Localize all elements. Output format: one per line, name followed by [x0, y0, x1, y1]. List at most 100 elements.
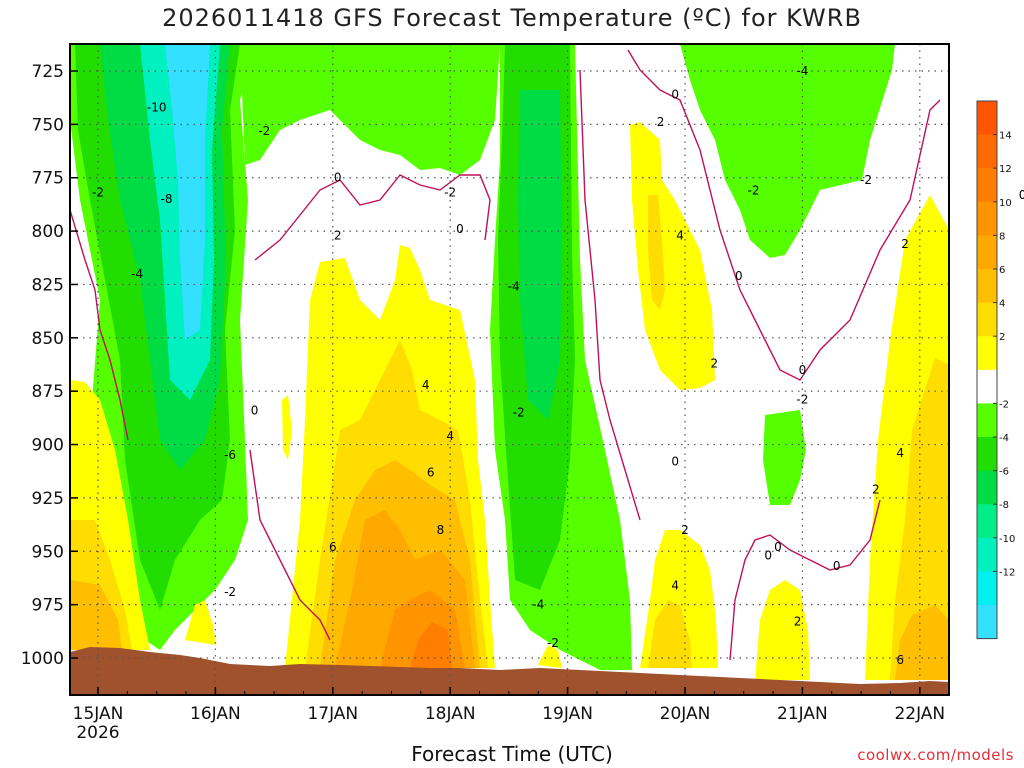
contour-label: 4 — [671, 578, 679, 592]
colorbar-label: -8 — [999, 500, 1009, 511]
zero-contour-1 — [254, 174, 491, 261]
x-axis-label: Forecast Time (UTC) — [411, 742, 613, 766]
colorbar-segment — [977, 437, 997, 472]
colorbar-segment — [977, 369, 997, 404]
contour-label: 0 — [456, 222, 464, 236]
contour-label: -4 — [508, 280, 520, 294]
colorbar-segment — [977, 168, 997, 203]
y-tick-label: 875 — [32, 382, 64, 402]
colorbar-label: -4 — [999, 433, 1009, 444]
colorbar: 14 12 10 8 6 4 2 -2 -4 -6 -8 -10 -12 — [976, 100, 1015, 640]
colorbar-label: -12 — [999, 567, 1015, 578]
y-axis-ticks: 725 750 775 800 825 850 875 900 925 950 975 1000 — [21, 62, 78, 669]
colorbar-segment — [977, 537, 997, 572]
contour-label: 2 — [657, 115, 665, 129]
zero-contour-6 — [70, 209, 129, 441]
colorbar-label: -2 — [999, 399, 1009, 410]
contour-label: -2 — [796, 393, 808, 407]
x-tick-label: 21JAN — [777, 704, 828, 724]
y-tick-label: 850 — [32, 329, 64, 349]
contour-label: 0 — [334, 171, 342, 185]
y-tick-label: 1000 — [21, 649, 64, 669]
colorbar-segment — [977, 571, 997, 606]
colorbar-segment — [977, 504, 997, 539]
warm-region-17jan-12 — [410, 622, 452, 668]
x-tick-label: 20JAN — [660, 704, 711, 724]
y-tick-label: 900 — [32, 436, 64, 456]
colorbar-frame — [976, 100, 998, 640]
colorbar-label: 12 — [999, 164, 1012, 175]
contour-label: -2 — [258, 124, 270, 138]
colorbar-label: 4 — [999, 299, 1005, 310]
warm-region-19jan — [538, 645, 562, 668]
contour-label: 2 — [681, 523, 689, 537]
colorbar-segment — [977, 302, 997, 337]
contour-label: 4 — [896, 446, 904, 460]
y-tick-label: 725 — [32, 62, 64, 82]
contour-label: 4 — [422, 378, 430, 392]
warm-region-20jan-lower-4 — [648, 600, 692, 668]
contour-label: 8 — [437, 523, 445, 537]
colorbar-segment — [977, 269, 997, 304]
contour-label: 6 — [329, 540, 337, 554]
warm-region-21jan-lower — [755, 580, 810, 680]
contour-label: -2 — [444, 186, 456, 200]
contour-label: -10 — [147, 100, 167, 114]
x-tick-label: 19JAN — [542, 704, 593, 724]
grid — [70, 44, 949, 695]
cold-region-right-upper — [680, 44, 895, 258]
colorbar-segment — [977, 134, 997, 169]
contour-label: 2 — [901, 237, 909, 251]
x-tick-label: 22JAN — [894, 704, 945, 724]
contour-label: 2 — [872, 482, 880, 496]
contour-label: 2 — [711, 356, 719, 370]
warm-region-20jan-upper-4 — [648, 195, 665, 310]
contour-label: 6 — [896, 653, 904, 667]
warm-region-16jan-b — [282, 395, 292, 460]
contour-label: 0 — [774, 540, 782, 554]
colorbar-segment — [977, 403, 997, 438]
x-tick-label: 17JAN — [307, 704, 358, 724]
x-tick-label: 16JAN — [190, 704, 241, 724]
plot-frame — [69, 43, 950, 696]
contour-label: -4 — [796, 64, 808, 78]
contour-labels: -10-8-4-2-6-20-202-2044686-4-2-4-2024020… — [92, 64, 1024, 667]
colorbar-segment — [977, 605, 997, 640]
y-tick-label: 950 — [32, 542, 64, 562]
colorbar-segment — [977, 235, 997, 270]
colorbar-label: -10 — [999, 534, 1015, 545]
contour-label: -2 — [547, 636, 559, 650]
x-tick-label: 18JAN — [425, 704, 476, 724]
colorbar-segment — [977, 470, 997, 505]
colorbar-label: -6 — [999, 467, 1009, 478]
y-tick-label: 750 — [32, 115, 64, 135]
y-tick-label: 825 — [32, 275, 64, 295]
contour-label: 0 — [833, 559, 841, 573]
chart-title: 2026011418 GFS Forecast Temperature (ºC)… — [162, 4, 862, 32]
contour-label: -4 — [131, 267, 143, 281]
contour-label: 4 — [446, 429, 454, 443]
colorbar-segment — [977, 201, 997, 236]
plot-area — [70, 44, 949, 695]
cold-region-right-small — [763, 410, 806, 505]
contour-label: 4 — [676, 228, 684, 242]
contour-label: 0 — [735, 269, 743, 283]
colorbar-label: 8 — [999, 231, 1005, 242]
colorbar-label: 6 — [999, 265, 1005, 276]
contour-label: 2 — [794, 615, 802, 629]
contour-label: 0 — [799, 363, 807, 377]
contour-label: 0 — [671, 87, 679, 101]
zero-contour-5 — [729, 499, 881, 661]
colorbar-segment — [977, 336, 997, 371]
terrain — [70, 647, 949, 695]
contour-label: -2 — [92, 186, 104, 200]
warm-region-20jan-upper — [630, 122, 715, 390]
warm-region-15jan-6 — [70, 580, 122, 650]
colorbar-label: 14 — [999, 131, 1012, 142]
colorbar-segment — [977, 101, 997, 136]
credit-text: coolwx.com/models — [857, 746, 1014, 764]
warm-region-16jan — [185, 600, 216, 645]
contour-label: 2 — [334, 228, 342, 242]
cold-region-left-coldest — [165, 44, 210, 340]
